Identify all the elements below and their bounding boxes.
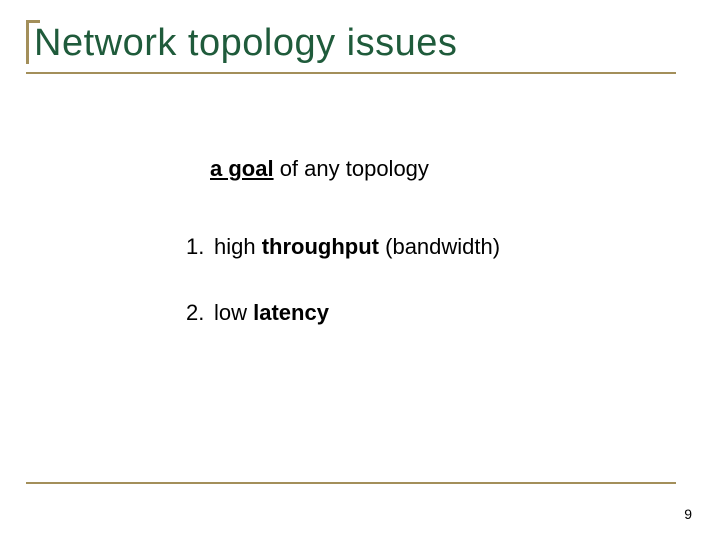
goal-rest-text: of any topology (274, 156, 429, 181)
list-number: 2. (186, 300, 214, 326)
list-number: 1. (186, 234, 214, 260)
list-pre: high (214, 234, 262, 259)
page-number: 9 (684, 506, 692, 522)
list-item: 2.low latency (186, 300, 500, 326)
goal-list: 1.high throughput (bandwidth) 2.low late… (186, 234, 500, 326)
slide-title: Network topology issues (26, 18, 457, 65)
list-bold: latency (253, 300, 329, 325)
list-bold: throughput (262, 234, 379, 259)
title-accent-corner (26, 20, 40, 64)
slide-content: a goal of any topology 1.high throughput… (210, 156, 500, 366)
list-item: 1.high throughput (bandwidth) (186, 234, 500, 260)
list-post: (bandwidth) (379, 234, 500, 259)
bottom-underline (26, 482, 676, 484)
goal-line: a goal of any topology (210, 156, 500, 182)
list-pre: low (214, 300, 253, 325)
title-underline (26, 72, 676, 74)
goal-bold-text: a goal (210, 156, 274, 181)
title-block: Network topology issues (26, 18, 457, 65)
